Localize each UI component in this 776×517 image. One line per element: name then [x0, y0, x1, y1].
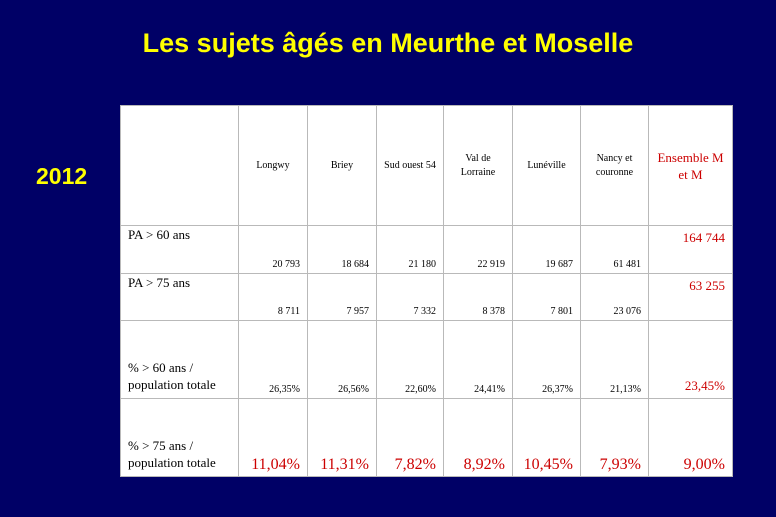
table-cell: 7 957 — [307, 273, 377, 321]
table-cell: 18 684 — [307, 225, 377, 274]
table-cell: 26,37% — [512, 320, 581, 399]
row-label: % > 75 ans / population totale — [120, 398, 239, 477]
table-row: PA > 60 ans 20 793 18 684 21 180 22 919 … — [120, 225, 733, 274]
table-cell: 7,82% — [376, 398, 444, 477]
column-header-total: Ensemble M et M — [648, 105, 733, 226]
column-header-luneville: Lunéville — [512, 105, 581, 226]
corner-cell — [120, 105, 239, 226]
table-cell: 61 481 — [580, 225, 649, 274]
table-cell-total: 9,00% — [648, 398, 733, 477]
data-table-container: Longwy Briey Sud ouest 54 Val de Lorrain… — [120, 105, 733, 477]
row-label: PA > 75 ans — [120, 273, 239, 321]
table-cell-total: 23,45% — [648, 320, 733, 399]
table-row: % > 75 ans / population totale 11,04% 11… — [120, 398, 733, 477]
table-cell-total: 164 744 — [648, 225, 733, 274]
column-header-val-de-lorraine: Val de Lorraine — [443, 105, 513, 226]
table-cell: 11,04% — [238, 398, 308, 477]
column-header-longwy: Longwy — [238, 105, 308, 226]
table-cell: 8,92% — [443, 398, 513, 477]
table-row: PA > 75 ans 8 711 7 957 7 332 8 378 7 80… — [120, 273, 733, 321]
table-cell: 7 801 — [512, 273, 581, 321]
table-cell: 19 687 — [512, 225, 581, 274]
table-cell: 26,56% — [307, 320, 377, 399]
column-header-briey: Briey — [307, 105, 377, 226]
table-cell: 20 793 — [238, 225, 308, 274]
table-cell: 22 919 — [443, 225, 513, 274]
table-cell: 23 076 — [580, 273, 649, 321]
table-cell: 11,31% — [307, 398, 377, 477]
elderly-population-table: Longwy Briey Sud ouest 54 Val de Lorrain… — [120, 105, 733, 477]
table-cell: 24,41% — [443, 320, 513, 399]
table-cell-total: 63 255 — [648, 273, 733, 321]
table-cell: 8 378 — [443, 273, 513, 321]
table-cell: 7 332 — [376, 273, 444, 321]
table-cell: 21,13% — [580, 320, 649, 399]
table-cell: 8 711 — [238, 273, 308, 321]
table-cell: 10,45% — [512, 398, 581, 477]
table-cell: 26,35% — [238, 320, 308, 399]
table-row: % > 60 ans / population totale 26,35% 26… — [120, 320, 733, 399]
year-label: 2012 — [36, 163, 88, 189]
table-cell: 22,60% — [376, 320, 444, 399]
column-header-nancy-couronne: Nancy et couronne — [580, 105, 649, 226]
table-cell: 21 180 — [376, 225, 444, 274]
row-label: % > 60 ans / population totale — [120, 320, 239, 399]
row-label: PA > 60 ans — [120, 225, 239, 274]
header-row: Longwy Briey Sud ouest 54 Val de Lorrain… — [120, 105, 733, 226]
table-cell: 7,93% — [580, 398, 649, 477]
column-header-sud-ouest-54: Sud ouest 54 — [376, 105, 444, 226]
slide-title: Les sujets âgés en Meurthe et Moselle — [142, 28, 634, 58]
